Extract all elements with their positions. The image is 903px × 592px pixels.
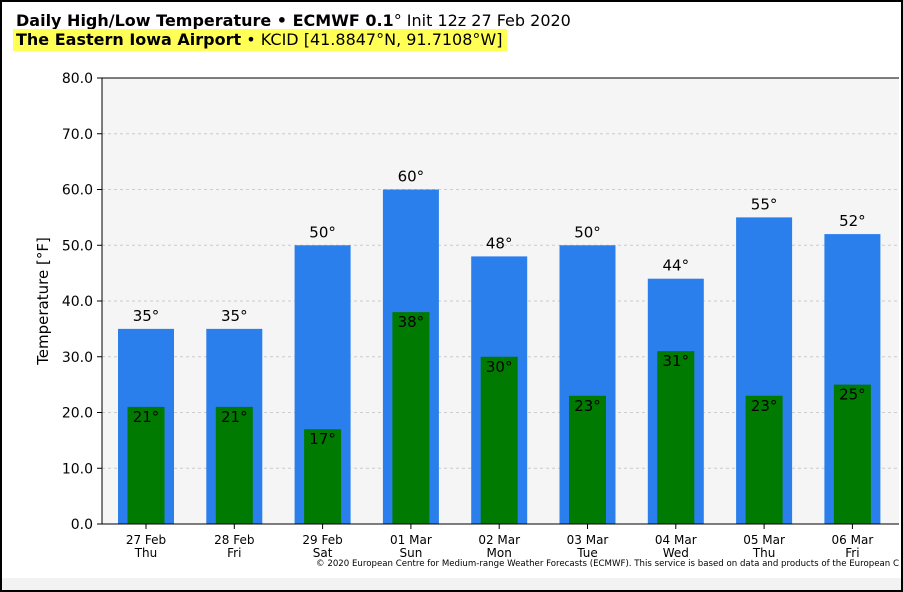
x-tick-date: 05 Mar: [743, 533, 785, 547]
low-value-label: 38°: [398, 313, 425, 331]
low-value-label: 31°: [663, 352, 690, 370]
low-value-label: 21°: [221, 408, 248, 426]
bars: [118, 189, 881, 524]
x-tick-weekday: Fri: [227, 546, 241, 560]
data-labels: 35° 21° 35° 21° 50° 17° 60° 38° 48° 30° 50° 23° 44° 3…: [133, 168, 866, 449]
low-bar: [657, 351, 695, 524]
y-tick-label: 70.0: [62, 127, 93, 143]
y-axis-label: Temperature [°F]: [34, 237, 52, 366]
low-bar: [569, 395, 606, 524]
x-tick-date: 06 Mar: [832, 533, 874, 547]
y-tick-label: 10.0: [62, 461, 93, 477]
x-tick-weekday: Fri: [845, 546, 859, 560]
axes: 0.0 10.0 20.0 30.0 40.0 50.0 60.0 70.0 80.0 27 Fe…: [62, 71, 899, 560]
y-tick-label: 0.0: [71, 517, 93, 533]
footer-band: [2, 578, 901, 590]
x-tick-weekday: Mon: [487, 546, 512, 560]
low-value-label: 21°: [133, 408, 160, 426]
x-tick-date: 27 Feb: [126, 533, 166, 547]
high-value-label: 50°: [309, 223, 336, 241]
station-code: • KCID [41.8847°N, 91.7108°W]: [241, 30, 503, 49]
low-value-label: 17°: [309, 430, 336, 448]
x-tick-date: 02 Mar: [478, 533, 520, 547]
low-value-label: 30°: [486, 358, 513, 376]
y-tick-label: 40.0: [62, 294, 93, 310]
x-tick-date: 28 Feb: [214, 533, 254, 547]
x-tick-weekday: Wed: [663, 546, 689, 560]
y-tick-label: 20.0: [62, 406, 93, 422]
low-bar: [392, 312, 430, 524]
high-value-label: 48°: [486, 234, 513, 252]
low-value-label: 23°: [751, 397, 778, 415]
high-value-label: 52°: [839, 212, 866, 230]
low-bar: [745, 395, 783, 524]
high-value-label: 35°: [221, 307, 248, 325]
low-bar: [480, 356, 518, 524]
title-init: Init 12z 27 Feb 2020: [401, 11, 571, 30]
high-value-label: 55°: [751, 195, 778, 213]
high-value-label: 44°: [663, 257, 690, 275]
x-tick-weekday: Sun: [399, 546, 422, 560]
y-tick-label: 60.0: [62, 183, 93, 199]
x-tick-weekday: Thu: [134, 546, 158, 560]
low-bar: [215, 406, 253, 524]
x-tick-weekday: Thu: [752, 546, 776, 560]
station-name: The Eastern Iowa Airport: [16, 30, 242, 49]
x-tick-date: 29 Feb: [302, 533, 342, 547]
y-tick-label: 80.0: [62, 71, 93, 87]
y-tick-label: 50.0: [62, 238, 93, 254]
high-value-label: 60°: [398, 168, 425, 186]
title-bold: Daily High/Low Temperature • ECMWF 0.1: [16, 11, 394, 30]
title-degree: °: [393, 11, 402, 30]
low-value-label: 23°: [574, 397, 601, 415]
low-bar: [127, 406, 165, 524]
chart-title: Daily High/Low Temperature • ECMWF 0.1° …: [16, 11, 571, 31]
x-tick-date: 01 Mar: [390, 533, 432, 547]
low-bar: [304, 429, 342, 524]
low-value-label: 25°: [839, 386, 866, 404]
x-tick-date: 04 Mar: [655, 533, 697, 547]
high-value-label: 35°: [133, 307, 160, 325]
copyright-notice: © 2020 European Centre for Medium-range …: [316, 559, 899, 569]
x-tick-weekday: Sat: [313, 546, 333, 560]
low-bar: [833, 384, 871, 524]
y-tick-label: 30.0: [62, 350, 93, 366]
high-value-label: 50°: [574, 223, 601, 241]
station-subtitle: The Eastern Iowa Airport • KCID [41.8847…: [13, 29, 508, 51]
x-tick-weekday: Tue: [576, 546, 598, 560]
x-tick-date: 03 Mar: [567, 533, 609, 547]
